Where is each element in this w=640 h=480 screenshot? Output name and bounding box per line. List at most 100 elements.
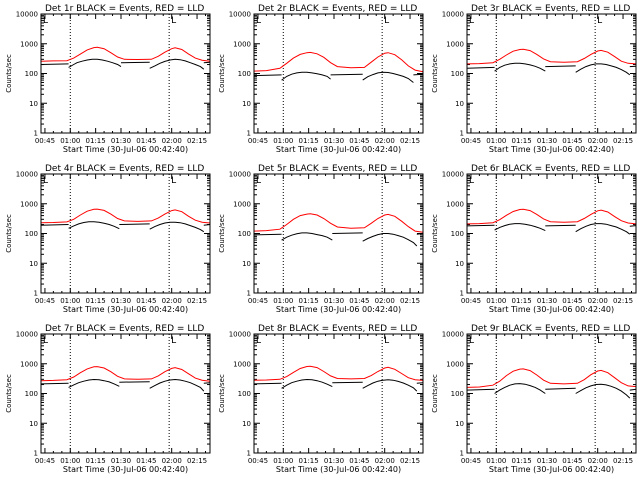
events-series-line xyxy=(545,65,576,68)
events-series-line xyxy=(332,381,363,384)
events-series-line xyxy=(149,378,205,392)
y-tick-label: 10000 xyxy=(442,171,464,179)
y-axis-title: Counts/sec xyxy=(5,54,13,93)
lld-series-line xyxy=(40,366,211,382)
x-tick-label: 01:45 xyxy=(562,457,582,465)
y-tick-label: 10000 xyxy=(229,171,251,179)
x-tick-label: 01:15 xyxy=(299,297,319,305)
panel-title: Det 9r BLACK = Events, RED = LLD xyxy=(471,324,630,334)
y-tick-label: 1 xyxy=(34,290,38,298)
events-series-line xyxy=(362,233,418,247)
marker-corner-label: L xyxy=(384,336,389,346)
x-tick-label: 02:15 xyxy=(613,457,633,465)
y-axis-title: Counts/sec xyxy=(431,54,439,93)
events-series-line xyxy=(466,388,495,391)
panel-title: Det 5r BLACK = Events, RED = LLD xyxy=(258,164,417,174)
y-tick-label: 1000 xyxy=(233,200,251,208)
y-axis-title: Counts/sec xyxy=(5,374,13,413)
x-tick-label: 01:30 xyxy=(324,137,344,145)
marker-corner-label: L xyxy=(171,16,176,26)
plot-frame xyxy=(466,333,637,454)
x-axis-title: Start Time (30-Jul-06 00:42:40) xyxy=(276,145,401,154)
x-tick-label: 00:45 xyxy=(35,137,55,145)
y-tick-label: 10 xyxy=(242,100,251,108)
marker-corner-label: L xyxy=(256,336,261,346)
events-series-line xyxy=(281,378,333,389)
x-tick-label: 02:00 xyxy=(588,297,608,305)
x-tick-label: 01:15 xyxy=(86,297,106,305)
x-tick-label: 01:45 xyxy=(349,137,369,145)
x-tick-label: 01:45 xyxy=(349,457,369,465)
x-tick-label: 01:30 xyxy=(537,457,557,465)
x-tick-label: 02:00 xyxy=(162,137,182,145)
x-tick-label: 02:15 xyxy=(400,137,420,145)
marker-corner-label: L xyxy=(171,176,176,186)
x-tick-label: 00:45 xyxy=(35,457,55,465)
detector-panel: Det 3r BLACK = Events, RED = LLD 1 10 100 10… xyxy=(431,4,637,154)
events-series-line xyxy=(281,232,333,241)
y-tick-label: 1 xyxy=(34,130,38,138)
plot-frame xyxy=(40,173,211,294)
plot-frame xyxy=(253,333,424,454)
x-tick-label: 01:00 xyxy=(273,137,293,145)
marker-corner-label: L xyxy=(597,16,602,26)
y-tick-label: 100 xyxy=(238,230,251,238)
x-tick-label: 01:45 xyxy=(136,137,156,145)
x-tick-label: 01:15 xyxy=(299,457,319,465)
detector-panel: Det 1r BLACK = Events, RED = LLD 1 10 100 10… xyxy=(5,4,211,154)
x-tick-label: 02:00 xyxy=(588,137,608,145)
y-tick-label: 10000 xyxy=(229,331,251,339)
x-axis-title: Start Time (30-Jul-06 00:42:40) xyxy=(63,145,188,154)
marker-corner-label: L xyxy=(43,16,48,26)
x-tick-label: 02:15 xyxy=(187,297,207,305)
events-series-line xyxy=(416,233,424,235)
x-tick-label: 00:45 xyxy=(461,137,481,145)
y-tick-label: 1 xyxy=(34,450,38,458)
events-series-line xyxy=(253,74,282,77)
y-tick-label: 10000 xyxy=(16,11,38,19)
events-series-line xyxy=(253,233,282,236)
x-tick-label: 01:00 xyxy=(486,297,506,305)
events-series-line xyxy=(253,382,282,385)
x-tick-label: 01:00 xyxy=(60,297,80,305)
events-series-line xyxy=(120,61,150,64)
marker-corner-label: L xyxy=(43,336,48,346)
panel-title: Det 8r BLACK = Events, RED = LLD xyxy=(258,324,417,334)
plot-frame xyxy=(40,13,211,134)
y-axis-title: Counts/sec xyxy=(218,214,226,253)
x-tick-label: 00:45 xyxy=(461,297,481,305)
x-tick-label: 01:15 xyxy=(512,137,532,145)
y-tick-label: 1000 xyxy=(20,40,38,48)
events-series-line xyxy=(466,66,495,69)
marker-corner-label: L xyxy=(171,336,176,346)
detector-panel: Det 7r BLACK = Events, RED = LLD 1 10 100 10… xyxy=(5,324,211,474)
marker-corner-label: L xyxy=(384,16,389,26)
y-tick-label: 1000 xyxy=(233,360,251,368)
y-tick-label: 100 xyxy=(451,70,464,78)
x-tick-label: 00:45 xyxy=(35,297,55,305)
events-series-line xyxy=(416,382,424,384)
plot-frame xyxy=(40,333,211,454)
x-tick-label: 01:15 xyxy=(86,457,106,465)
events-series-line xyxy=(203,224,211,226)
x-tick-label: 00:45 xyxy=(248,297,268,305)
events-series-line xyxy=(119,381,150,383)
lld-series-line xyxy=(466,208,637,225)
y-tick-label: 10000 xyxy=(229,11,251,19)
events-series-line xyxy=(119,223,150,225)
y-tick-label: 1000 xyxy=(446,200,464,208)
x-axis-title: Start Time (30-Jul-06 00:42:40) xyxy=(63,465,188,474)
x-tick-label: 01:30 xyxy=(111,297,131,305)
plot-frame xyxy=(253,173,424,294)
lld-series-line xyxy=(253,51,424,73)
marker-corner-label: L xyxy=(469,176,474,186)
x-tick-label: 02:15 xyxy=(613,297,633,305)
y-tick-label: 1000 xyxy=(233,40,251,48)
y-tick-label: 100 xyxy=(25,230,38,238)
detector-panel: Det 8r BLACK = Events, RED = LLD 1 10 100 10… xyxy=(218,324,424,474)
x-tick-label: 01:30 xyxy=(111,457,131,465)
x-tick-label: 02:15 xyxy=(400,297,420,305)
y-tick-label: 1000 xyxy=(446,40,464,48)
x-tick-label: 02:00 xyxy=(375,137,395,145)
